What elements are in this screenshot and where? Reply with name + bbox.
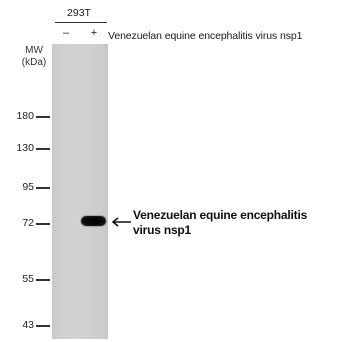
marker-43: 43 (6, 319, 50, 331)
mw-label: MW (25, 45, 43, 56)
cell-line-underline (55, 22, 107, 23)
marker-tick (36, 116, 50, 118)
band-annotation-line2: virus nsp1 (133, 223, 192, 237)
arrow-left-icon (111, 217, 131, 227)
mw-unit-label: MW (kDa) (17, 45, 51, 69)
target-header: Venezuelan equine encephalitis virus nsp… (108, 30, 303, 42)
marker-180: 180 (6, 110, 50, 122)
marker-label: 130 (16, 142, 34, 154)
blot-membrane (52, 44, 108, 339)
marker-72: 72 (6, 217, 50, 229)
marker-label: 180 (16, 110, 34, 122)
marker-label: 95 (22, 181, 34, 193)
marker-label: 72 (22, 217, 34, 229)
marker-tick (36, 279, 50, 281)
marker-label: 55 (22, 273, 34, 285)
kda-label: (kDa) (21, 57, 47, 68)
marker-55: 55 (6, 273, 50, 285)
lane-label-plus: + (90, 27, 98, 39)
marker-tick (36, 148, 50, 150)
marker-tick (36, 325, 50, 327)
band-annotation: Venezuelan equine encephalitis virus nsp… (133, 208, 307, 238)
marker-tick (36, 187, 50, 189)
band-annotation-line1: Venezuelan equine encephalitis (133, 208, 308, 222)
marker-130: 130 (6, 142, 50, 154)
marker-label: 43 (22, 319, 34, 331)
marker-tick (36, 223, 50, 225)
cell-line-label: 293T (67, 7, 91, 19)
protein-band (81, 216, 106, 226)
lane-label-minus: – (62, 27, 70, 39)
marker-95: 95 (6, 181, 50, 193)
